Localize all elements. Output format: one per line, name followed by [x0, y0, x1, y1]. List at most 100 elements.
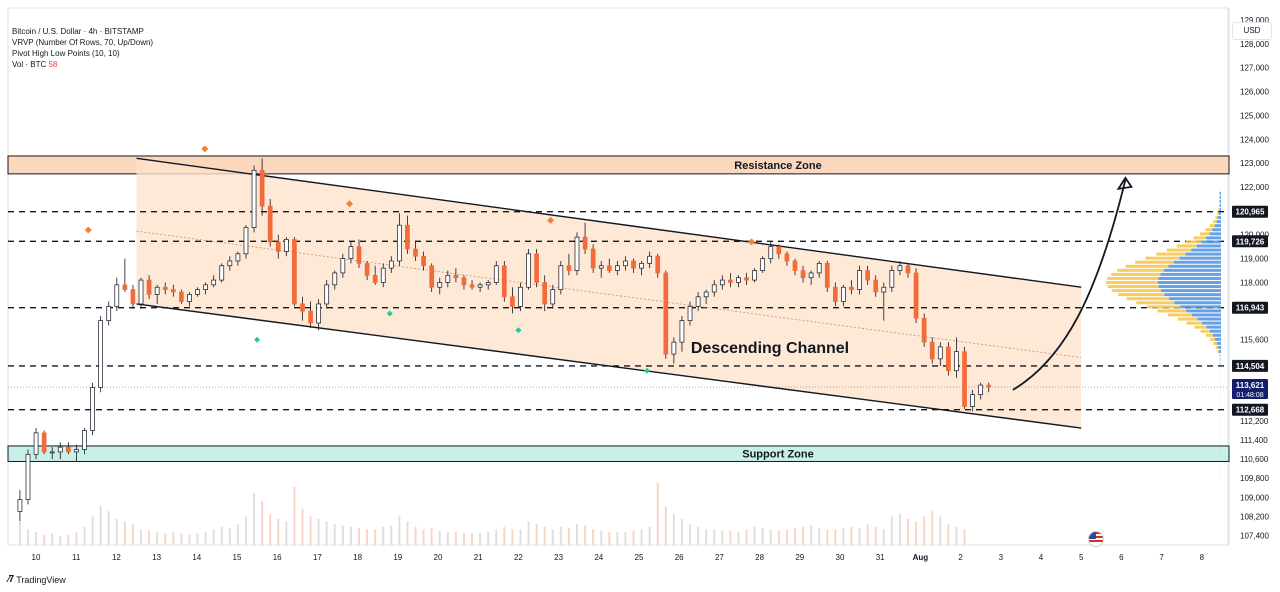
candle-body — [937, 346, 943, 360]
price-level-tag — [1232, 403, 1268, 416]
volume-profile-up-bar — [1219, 354, 1221, 358]
projection-arrow-head — [1116, 176, 1133, 191]
price-level-tag — [1232, 205, 1268, 218]
volume-profile-down-bar — [1209, 224, 1215, 228]
candle — [469, 280, 475, 290]
candle — [881, 282, 887, 321]
candle — [324, 280, 330, 309]
volume-profile-down-bar — [1145, 256, 1180, 260]
candle-body — [946, 346, 951, 372]
candle-body — [986, 384, 992, 388]
time-axis-tick: 21 — [474, 553, 483, 562]
volume-bar — [26, 529, 29, 545]
candle-body — [49, 451, 55, 454]
price-level-tag — [1232, 301, 1268, 314]
candle — [170, 284, 176, 297]
candle-body — [873, 279, 879, 293]
pivot-high-marker — [84, 226, 92, 234]
volume-bar — [479, 533, 482, 545]
time-axis-tick: 30 — [836, 553, 845, 562]
candle-body — [647, 255, 653, 264]
candle — [267, 198, 273, 247]
candle — [388, 256, 394, 273]
candle-body — [388, 260, 394, 269]
volume-bar — [91, 516, 94, 545]
volume-bar — [608, 532, 611, 545]
price-axis-tick: 115,600 — [1240, 336, 1269, 345]
pivot-low-marker — [254, 336, 261, 343]
candle-body — [510, 296, 515, 307]
candle-body — [897, 265, 903, 271]
volume-profile-down-bar — [1219, 199, 1220, 203]
candle-body — [841, 286, 846, 302]
candle-body — [865, 270, 870, 281]
volume-bar — [341, 525, 344, 545]
volume-bar — [810, 525, 813, 545]
candles — [17, 158, 992, 522]
volume-bar — [680, 519, 683, 545]
candle-body — [429, 265, 435, 288]
current-price-tag — [1232, 378, 1268, 399]
volume-bar — [228, 528, 231, 545]
volume-bar — [398, 516, 401, 545]
candle — [921, 313, 927, 347]
volume-profile-up-bar — [1219, 191, 1221, 195]
candle-body — [130, 289, 136, 305]
candle-body — [324, 284, 330, 305]
candle-body — [162, 286, 168, 290]
time-axis-tick: 2 — [958, 553, 963, 562]
volume-bar — [422, 529, 425, 545]
volume-profile-up-bar — [1206, 325, 1221, 329]
candle — [841, 284, 846, 307]
volume-profile-up-bar — [1216, 341, 1221, 345]
candle — [219, 263, 225, 283]
volume-profile-up-bar — [1163, 268, 1221, 272]
volume-profile-up-bar — [1205, 236, 1221, 240]
candle — [292, 237, 297, 307]
candle — [259, 158, 265, 216]
time-axis-tick: 27 — [715, 553, 724, 562]
candle — [744, 272, 749, 285]
candle — [138, 277, 144, 309]
us-flag-icon[interactable] — [1088, 531, 1104, 547]
candle — [832, 282, 838, 307]
volume-bar — [317, 519, 320, 545]
volume-profile-up-bar — [1164, 293, 1221, 297]
candle-body — [800, 270, 806, 279]
candle — [90, 382, 95, 436]
candle-body — [615, 265, 620, 271]
volume-bar — [866, 524, 869, 545]
candle — [671, 337, 677, 364]
candle — [162, 282, 168, 295]
volume-profile-up-bar — [1173, 260, 1221, 264]
candle-body — [259, 169, 265, 207]
volume-bar — [931, 511, 934, 545]
price-axis-tick: 127,000 — [1240, 64, 1269, 73]
pivot-low-marker — [515, 327, 522, 334]
volume-profile-up-bar — [1216, 220, 1221, 224]
volume-profile-down-bar — [1157, 309, 1187, 313]
candle — [49, 447, 55, 460]
current-price-value: 113,621 — [1236, 381, 1265, 390]
price-axis-tick: 126,000 — [1240, 88, 1269, 97]
volume-bar — [244, 516, 247, 545]
volume-bar — [745, 529, 748, 545]
volume-bar — [632, 530, 635, 545]
volume-bar — [462, 533, 465, 545]
candle — [461, 275, 467, 290]
candle — [146, 275, 152, 300]
candle-body — [106, 305, 112, 322]
candle-body — [227, 260, 233, 267]
volume-bar — [325, 521, 328, 545]
chart-legend: Bitcoin / U.S. Dollar · 4h · BITSTAMP VR… — [12, 26, 153, 70]
candle — [66, 442, 71, 455]
candle — [179, 289, 184, 304]
tradingview-logo[interactable]: ⁄7 TradingView — [8, 574, 66, 585]
price-axis-tick: 120,000 — [1240, 231, 1269, 240]
volume-profile-down-bar — [1168, 313, 1192, 317]
volume-bar — [535, 524, 538, 545]
volume-bar — [487, 532, 490, 545]
volume-bar — [511, 529, 514, 545]
currency-selector[interactable]: USD — [1232, 22, 1272, 40]
